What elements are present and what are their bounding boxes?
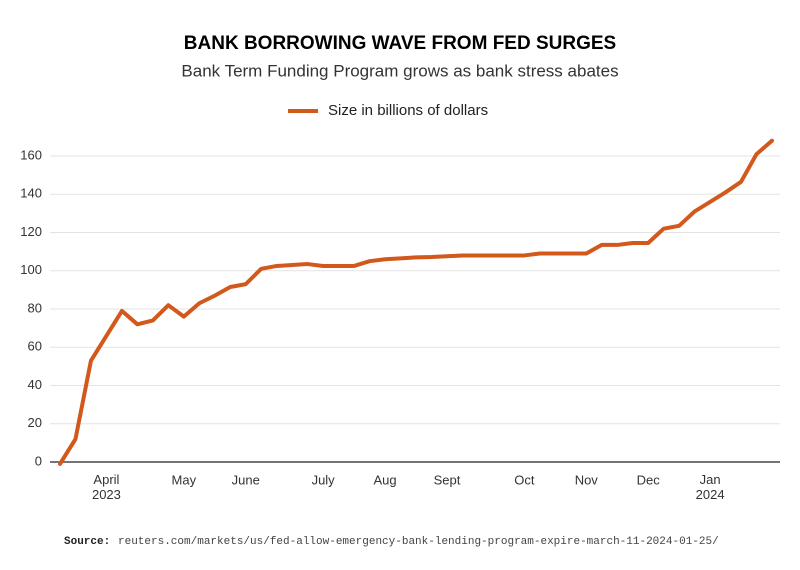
source-label: Source: <box>64 536 110 548</box>
y-tick-label: 20 <box>28 415 42 430</box>
legend-label: Size in billions of dollars <box>328 102 488 119</box>
x-tick-label: May <box>172 472 197 487</box>
y-tick-label: 0 <box>35 453 42 468</box>
x-tick-label: Dec <box>637 472 661 487</box>
data-line <box>58 138 774 466</box>
y-tick-label: 120 <box>20 224 42 239</box>
x-tick-label: June <box>232 472 260 487</box>
y-tick-label: 160 <box>20 147 42 162</box>
x-tick-label: July <box>312 472 336 487</box>
y-tick-label: 140 <box>20 186 42 201</box>
source-text: reuters.com/markets/us/fed-allow-emergen… <box>118 536 719 548</box>
y-tick-label: 40 <box>28 377 42 392</box>
y-tick-label: 60 <box>28 339 42 354</box>
chart-subtitle: Bank Term Funding Program grows as bank … <box>181 61 618 80</box>
x-tick-label: Jan 2024 <box>696 472 725 502</box>
x-tick-label: Oct <box>514 472 535 487</box>
x-tick-label: Aug <box>373 472 396 487</box>
chart-title: BANK BORROWING WAVE FROM FED SURGES <box>184 33 616 54</box>
y-tick-label: 100 <box>20 262 42 277</box>
x-tick-label: Sept <box>434 472 461 487</box>
x-tick-label: Nov <box>575 472 599 487</box>
x-tick-label: April 2023 <box>92 472 121 502</box>
y-tick-label: 80 <box>28 300 42 315</box>
